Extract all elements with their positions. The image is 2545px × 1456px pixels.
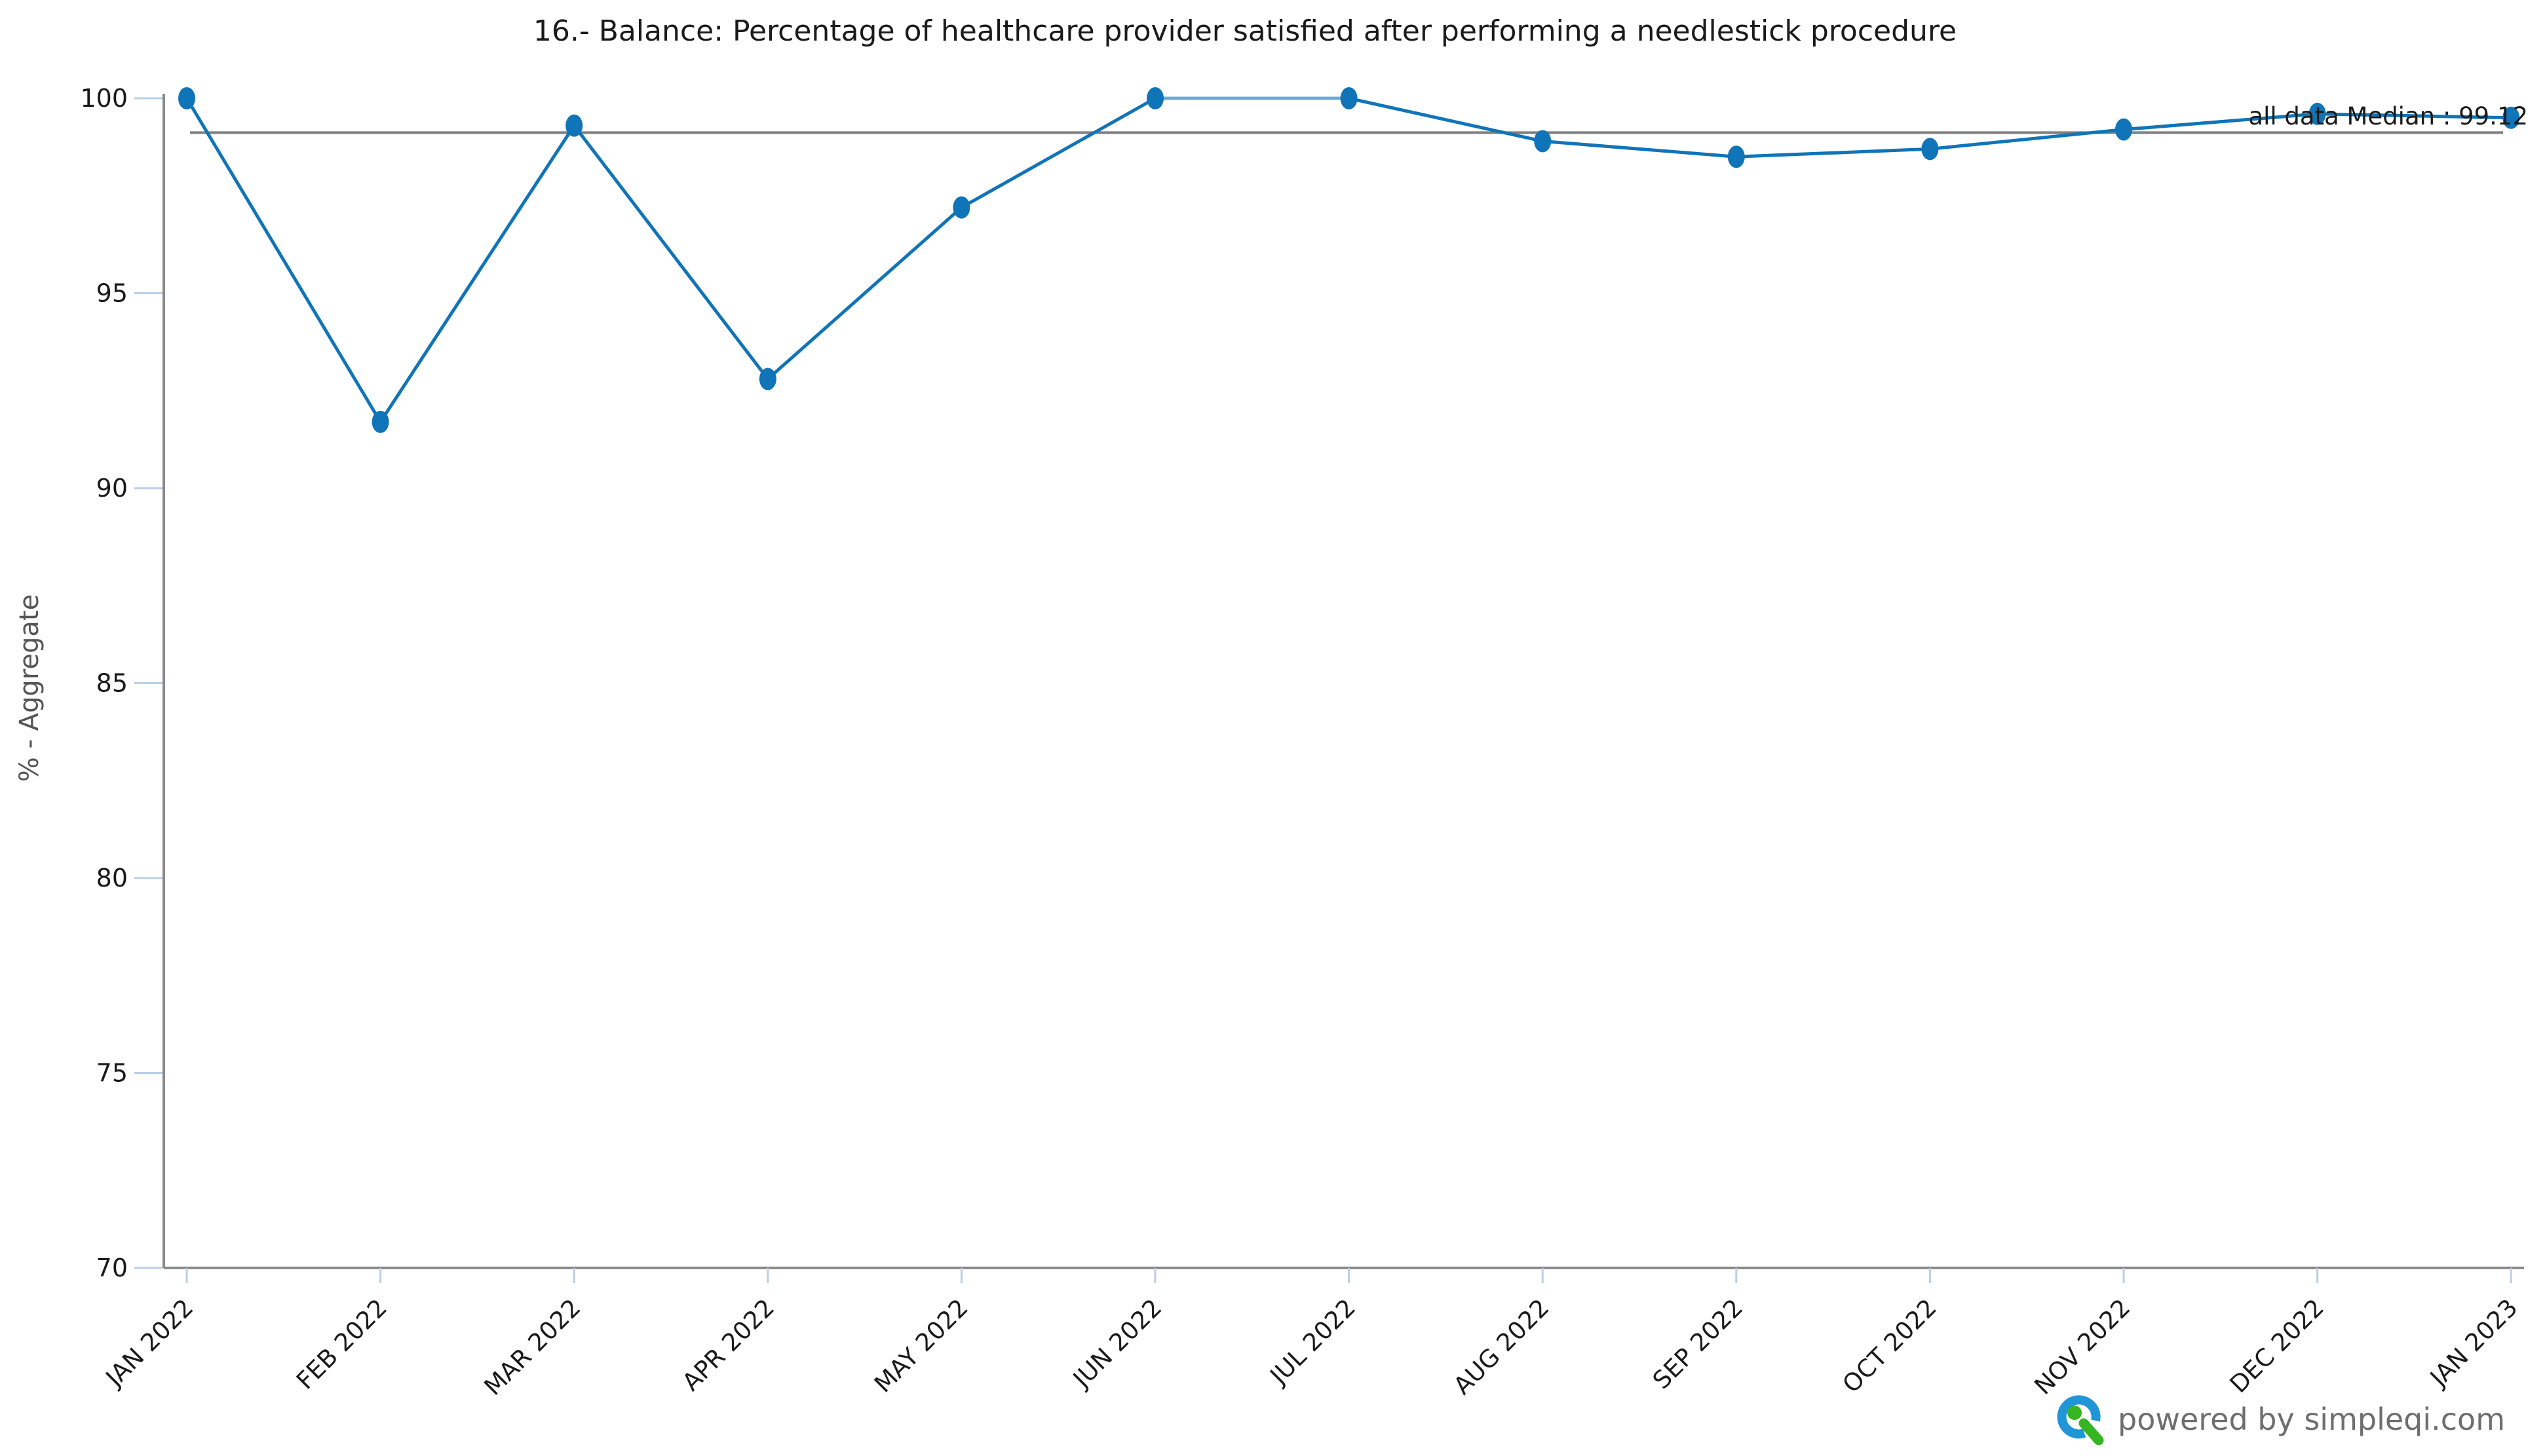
line-segment bbox=[573, 125, 769, 380]
data-point bbox=[1921, 138, 1939, 161]
x-tick-label: MAR 2022 bbox=[479, 1293, 586, 1401]
data-point bbox=[1147, 87, 1164, 109]
data-point bbox=[953, 196, 970, 219]
line-segment bbox=[1736, 147, 1930, 159]
simpleqi-logo-icon bbox=[2057, 1395, 2104, 1446]
data-line-segments bbox=[185, 96, 2512, 423]
line-segment bbox=[379, 125, 576, 423]
axis-spines bbox=[163, 94, 2524, 1269]
y-tick-label: 70 bbox=[96, 1254, 128, 1282]
y-tick-label: 90 bbox=[96, 474, 128, 503]
x-tick-label: JAN 2023 bbox=[2424, 1293, 2523, 1392]
powered-by-text: powered by simpleqi.com bbox=[2118, 1402, 2505, 1437]
x-tick-label: DEC 2022 bbox=[2225, 1293, 2329, 1398]
x-tick-label: JUL 2022 bbox=[1264, 1293, 1361, 1390]
data-point bbox=[2115, 118, 2132, 141]
line-segment bbox=[767, 206, 963, 381]
logo-tail bbox=[2078, 1418, 2104, 1446]
data-point bbox=[178, 87, 195, 109]
x-axis-ticks: JAN 2022 FEB 2022 MAR 2022 APR 2022 MAY 2022… bbox=[100, 1268, 2523, 1401]
data-point bbox=[2502, 106, 2520, 129]
line-segment bbox=[185, 97, 382, 423]
x-tick-label: SEP 2022 bbox=[1647, 1293, 1748, 1394]
x-tick-label: NOV 2022 bbox=[2029, 1293, 2135, 1400]
data-points bbox=[178, 87, 2520, 433]
y-tick-label: 85 bbox=[96, 669, 128, 698]
line-segment bbox=[1930, 128, 2124, 151]
data-point bbox=[1727, 145, 1745, 168]
x-tick-label: MAY 2022 bbox=[869, 1293, 974, 1398]
line-segment bbox=[2123, 112, 2318, 132]
line-segment bbox=[2317, 112, 2512, 120]
y-axis-label: % - Aggregate bbox=[14, 594, 45, 782]
data-point bbox=[372, 410, 389, 433]
x-tick-label: AUG 2022 bbox=[1448, 1293, 1555, 1400]
line-segment bbox=[1349, 96, 1543, 143]
x-tick-label: APR 2022 bbox=[677, 1293, 780, 1396]
y-tick-label: 75 bbox=[96, 1059, 128, 1088]
x-tick-label: JAN 2022 bbox=[100, 1293, 199, 1392]
y-axis-ticks: 70 75 80 85 90 95 100 bbox=[80, 84, 163, 1282]
x-tick-label: JUN 2022 bbox=[1067, 1293, 1167, 1394]
x-tick-label: FEB 2022 bbox=[291, 1293, 392, 1395]
x-tick-label: OCT 2022 bbox=[1837, 1293, 1942, 1398]
y-tick-label: 80 bbox=[96, 864, 128, 892]
data-point bbox=[759, 368, 776, 391]
y-tick-label: 95 bbox=[96, 279, 128, 308]
data-point bbox=[1340, 87, 1358, 109]
chart-title: 16.- Balance: Percentage of healthcare p… bbox=[533, 14, 1957, 48]
data-point bbox=[2308, 102, 2326, 125]
median-annotation: all data Median : 99.12 bbox=[2248, 102, 2528, 130]
y-tick-label: 100 bbox=[80, 84, 128, 113]
data-point bbox=[1534, 130, 1552, 153]
line-segment bbox=[1542, 139, 1737, 159]
logo-ring bbox=[2057, 1395, 2101, 1439]
data-point bbox=[565, 114, 583, 137]
line-segment bbox=[961, 96, 1157, 209]
footer: powered by simpleqi.com bbox=[2057, 1395, 2505, 1446]
logo-dot bbox=[2067, 1406, 2082, 1420]
